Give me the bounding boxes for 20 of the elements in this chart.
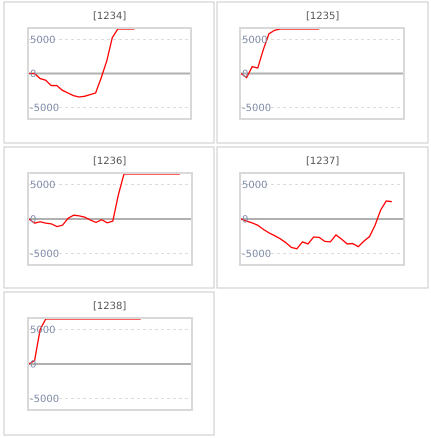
y-tick-label: 0 (242, 69, 248, 80)
line-series (241, 200, 392, 250)
line-series (29, 29, 136, 98)
y-tick-label: 0 (30, 214, 36, 226)
y-tick-label: -5000 (30, 103, 60, 114)
chart-title: [1237] (306, 156, 340, 167)
line-series (241, 29, 320, 78)
line-series (29, 174, 180, 228)
chart-title: [1234] (93, 11, 126, 22)
chart-title: [1236] (93, 156, 126, 167)
y-tick-label: 5000 (242, 180, 268, 191)
y-tick-label: 5000 (30, 34, 56, 46)
y-tick-label: -5000 (30, 249, 60, 260)
chart-title: [1235] (306, 11, 340, 22)
y-tick-label: -5000 (242, 249, 272, 260)
y-tick-label: 5000 (30, 180, 56, 191)
chart-title: [1238] (93, 301, 126, 312)
y-tick-label: 0 (242, 214, 248, 226)
y-tick-label: -5000 (242, 103, 272, 114)
y-tick-label: -5000 (30, 394, 60, 406)
